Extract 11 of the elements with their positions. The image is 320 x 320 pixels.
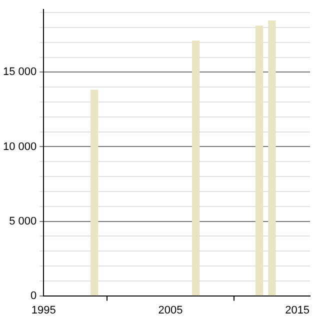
y-tick-label: 15 000 <box>2 66 37 78</box>
bar <box>192 40 200 296</box>
x-tick-label: 1995 <box>31 304 56 316</box>
bar <box>90 90 98 296</box>
y-tick-label: 10 000 <box>2 140 37 153</box>
x-tick-label: 2005 <box>158 304 183 316</box>
x-tick-label: 2015 <box>285 304 310 316</box>
y-tick-label: 5 000 <box>9 215 37 228</box>
bar <box>255 26 264 296</box>
y-tick-label: 0 <box>30 290 37 302</box>
bar <box>268 20 276 296</box>
